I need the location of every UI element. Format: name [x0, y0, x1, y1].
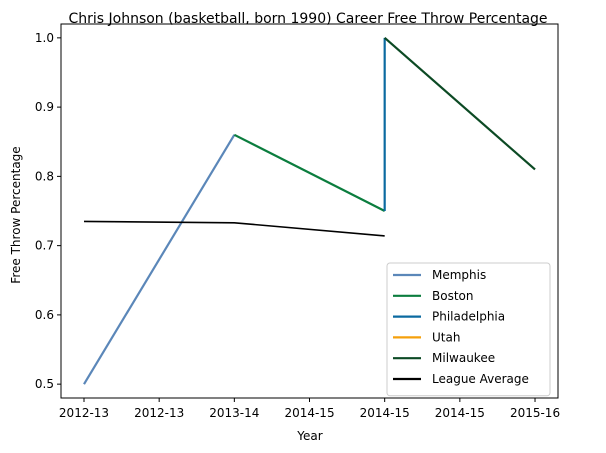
y-tick-label: 1.0: [35, 31, 54, 45]
y-tick-label: 0.5: [35, 377, 54, 391]
y-tick-label: 0.6: [35, 308, 54, 322]
x-tick-label: 2014-15: [284, 406, 334, 420]
legend-label: Utah: [432, 330, 460, 344]
series-line-5: [83, 220, 385, 237]
x-tick-label: 2013-14: [209, 406, 259, 420]
series-line-0: [83, 134, 236, 385]
legend-box: [386, 262, 551, 397]
legend-label: Milwaukee: [432, 351, 495, 365]
y-tick-label: 0.7: [35, 239, 54, 253]
chart-title: Chris Johnson (basketball, born 1990) Ca…: [68, 11, 547, 27]
legend-label: Boston: [432, 289, 473, 303]
x-tick-label: 2014-15: [435, 406, 485, 420]
legend-label: Philadelphia: [432, 310, 505, 324]
x-tick-label: 2015-16: [510, 406, 560, 420]
series-line-4: [383, 37, 536, 171]
y-axis: 0.5 0.6 0.7 0.8 0.9 1.0: [35, 31, 61, 391]
plot-area: [83, 37, 536, 385]
x-tick-label: 2012-13: [59, 406, 109, 420]
legend: Memphis Boston Philadelphia Utah Milwaukee Le…: [386, 262, 551, 397]
series-line-1: [233, 133, 386, 212]
x-axis: 2012-13 2012-13 2013-14 2014-15 2014-15 2014-…: [59, 398, 560, 420]
legend-label: Memphis: [432, 268, 486, 282]
x-tick-label: 2014-15: [360, 406, 410, 420]
x-tick-label: 2012-13: [134, 406, 184, 420]
legend-label: League Average: [432, 372, 529, 386]
y-axis-label: Free Throw Percentage: [9, 146, 23, 283]
y-tick-label: 0.8: [35, 169, 54, 183]
y-tick-label: 0.9: [35, 100, 54, 114]
x-axis-label: Year: [296, 429, 322, 443]
